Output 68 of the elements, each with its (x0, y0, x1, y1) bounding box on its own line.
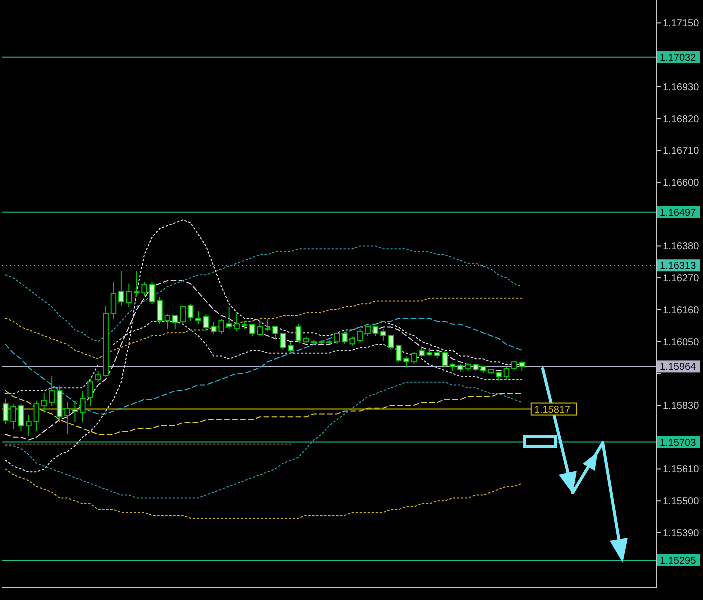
candlestick (380, 328, 386, 342)
candlestick (264, 318, 271, 332)
candlestick (226, 306, 232, 330)
y-tick-label: 1.15830 (663, 401, 700, 412)
y-tick-label: 1.16930 (663, 82, 700, 94)
y-tick-label: 1.15390 (663, 528, 700, 540)
candlestick (88, 378, 94, 407)
y-tick-label: 1.16600 (663, 178, 700, 189)
y-tick-label: 1.16160 (663, 305, 700, 316)
y-tick-label: 1.16050 (663, 337, 700, 348)
candlestick (149, 282, 156, 305)
candlestick (10, 404, 16, 430)
ref-line-label: 1.15964 (660, 362, 697, 374)
candlestick (334, 332, 340, 345)
candlestick (272, 325, 278, 340)
candlestick (95, 370, 102, 383)
ref-line-label: 1.17032 (660, 52, 697, 64)
candlestick (80, 390, 86, 423)
ref-line-label: 1.15703 (660, 438, 697, 449)
candlestick (372, 325, 379, 336)
candlestick (288, 342, 294, 352)
candlestick (296, 324, 302, 343)
y-tick-label: 1.15500 (663, 496, 700, 508)
ref-line-label: 1.15817 (534, 404, 571, 416)
candlestick (142, 282, 148, 297)
y-tick-label: 1.16270 (663, 274, 700, 285)
candlestick (396, 345, 402, 363)
candlestick (157, 296, 163, 325)
candlestick (34, 400, 40, 432)
candlestick (18, 404, 24, 432)
candlestick (365, 325, 371, 336)
candlestick (126, 283, 132, 308)
candlestick (257, 320, 264, 336)
y-tick-label: 1.16710 (663, 146, 700, 158)
candlestick (203, 313, 210, 332)
candlestick (26, 414, 32, 436)
candlestick (388, 334, 394, 350)
line-series (5, 468, 523, 519)
candlestick (357, 328, 364, 343)
y-tick-label: 1.17150 (663, 18, 700, 30)
y-tick-label: 1.16820 (663, 114, 700, 126)
candlestick (134, 270, 140, 297)
candlestick (234, 313, 240, 332)
candlestick (188, 304, 194, 322)
candlestick (164, 313, 171, 330)
candlestick (504, 366, 510, 380)
line-series (5, 382, 523, 499)
candlestick (72, 400, 78, 423)
y-tick-label: 1.16380 (663, 242, 700, 253)
candlestick (110, 282, 117, 320)
candlestick (519, 360, 526, 372)
candlestick (2, 398, 9, 425)
candlestick (280, 332, 286, 350)
line-series (5, 390, 523, 435)
ref-line-label: 1.16497 (660, 208, 697, 219)
line-series (5, 246, 523, 342)
candlestick (196, 310, 202, 325)
candlestick (250, 324, 256, 336)
candlestick (419, 346, 425, 358)
ref-line-label: 1.15295 (660, 556, 697, 567)
y-tick-label: 1.15610 (663, 464, 700, 476)
line-series (5, 298, 523, 360)
candlestick (118, 270, 124, 306)
line-series (5, 318, 523, 415)
candlestick (64, 402, 70, 434)
candlestick (411, 351, 418, 365)
ref-line-label: 1.16313 (660, 261, 697, 272)
candlestick (404, 356, 410, 368)
